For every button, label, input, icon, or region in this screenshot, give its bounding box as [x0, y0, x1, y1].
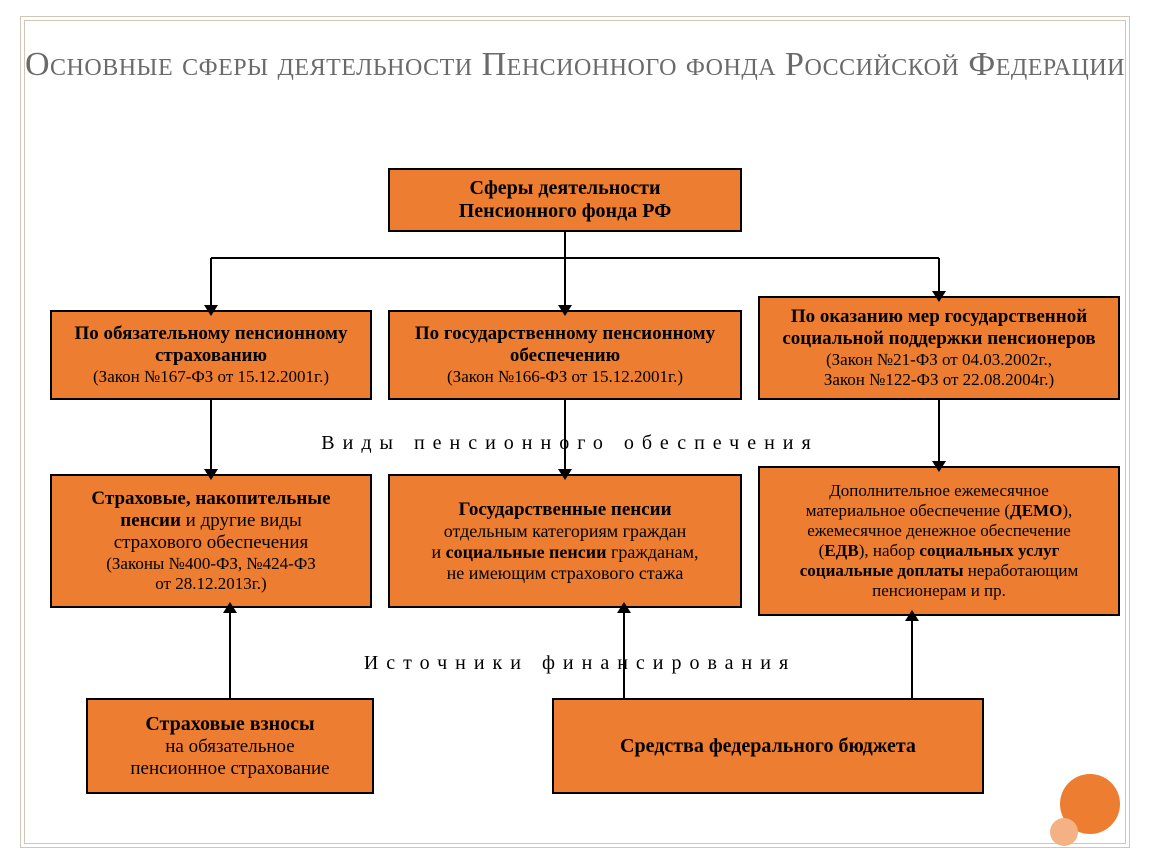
root-line2: Пенсионного фонда РФ [459, 200, 672, 223]
type-right-l2: материальное обеспечение (ДЕМО), [806, 501, 1073, 521]
type-right-l2b: ДЕМО [1010, 501, 1062, 520]
type-mid-l2: отдельным категориям граждан [444, 521, 687, 542]
type-mid-l3a: и [432, 542, 446, 562]
root-line1: Сферы деятельности [470, 177, 661, 200]
sphere-left-t2: страхованию [155, 345, 267, 367]
type-mid-box: Государственные пенсии отдельным категор… [388, 474, 742, 608]
type-right-l4d: социальных услуг [919, 541, 1059, 560]
type-left-l2: пенсии и другие виды [120, 510, 301, 532]
sphere-mid-box: По государственному пенсионному обеспече… [388, 310, 742, 400]
source-left-l2: на обязательное [165, 736, 294, 758]
type-left-l1: Страховые, накопительные [91, 488, 330, 510]
sphere-right-law1: (Закон №21-ФЗ от 04.03.2002г., [826, 350, 1052, 370]
type-mid-l3c: гражданам, [607, 542, 699, 562]
type-right-l4b: ЕДВ [824, 541, 858, 560]
sphere-left-t1: По обязательному пенсионному [75, 323, 348, 345]
sphere-right-t2: социальной поддержки пенсионеров [782, 328, 1095, 350]
type-right-l6: пенсионерам и пр. [872, 581, 1006, 601]
slide-title: Основные сферы деятельности Пенсионного … [0, 44, 1150, 87]
sphere-right-t1: По оказанию мер государственной [791, 306, 1087, 328]
source-right-l1: Средства федерального бюджета [620, 735, 916, 758]
type-mid-l1: Государственные пенсии [458, 499, 671, 521]
type-right-l2a: материальное обеспечение ( [806, 501, 1010, 520]
type-right-l5b: неработающим [964, 561, 1079, 580]
section-sources-label: Источники финансирования [270, 652, 890, 675]
source-left-box: Страховые взносы на обязательное пенсион… [86, 698, 374, 794]
type-left-box: Страховые, накопительные пенсии и другие… [50, 474, 372, 608]
type-right-l5: социальные доплаты неработающим [800, 561, 1079, 581]
sphere-right-law2: Закон №122-ФЗ от 22.08.2004г.) [824, 370, 1054, 390]
type-left-l5: от 28.12.2013г.) [155, 574, 266, 594]
type-left-l2r: и другие виды [181, 510, 302, 531]
sphere-left-box: По обязательному пенсионному страхованию… [50, 310, 372, 400]
type-mid-l3b: социальные пенсии [446, 542, 607, 562]
type-right-l4c: ), набор [859, 541, 920, 560]
type-right-l3: ежемесячное денежное обеспечение [807, 521, 1071, 541]
type-left-l2b: пенсии [120, 510, 181, 531]
title-line1: Основные сферы деятельности [25, 46, 473, 83]
type-left-l3: страхового обеспечения [114, 532, 309, 554]
type-left-l4: (Законы №400-ФЗ, №424-ФЗ [106, 554, 316, 574]
source-left-l1: Страховые взносы [145, 713, 314, 736]
type-right-box: Дополнительное ежемесячное материальное … [758, 466, 1120, 616]
type-right-l4: (ЕДВ), набор социальных услуг [819, 541, 1060, 561]
type-right-l5a: социальные доплаты [800, 561, 964, 580]
source-right-box: Средства федерального бюджета [552, 698, 984, 794]
section-types-label: Виды пенсионного обеспечения [210, 432, 930, 455]
decor-circle [1050, 818, 1078, 846]
slide: Основные сферы деятельности Пенсионного … [0, 0, 1150, 864]
sphere-mid-t2: обеспечению [510, 345, 620, 367]
type-right-l1: Дополнительное ежемесячное [829, 481, 1049, 501]
title-line2: Пенсионного фонда Российской Федерации [482, 46, 1125, 83]
type-right-l2c: ), [1062, 501, 1072, 520]
sphere-mid-t1: По государственному пенсионному [415, 323, 715, 345]
sphere-right-box: По оказанию мер государственной социальн… [758, 296, 1120, 400]
source-left-l3: пенсионное страхование [130, 758, 329, 780]
sphere-mid-law: (Закон №166-ФЗ от 15.12.2001г.) [447, 367, 683, 387]
root-box: Сферы деятельности Пенсионного фонда РФ [388, 168, 742, 232]
type-mid-l4: не имеющим страхового стажа [447, 563, 684, 584]
type-mid-l3: и социальные пенсии гражданам, [432, 542, 699, 563]
sphere-left-law: (Закон №167-ФЗ от 15.12.2001г.) [93, 367, 329, 387]
